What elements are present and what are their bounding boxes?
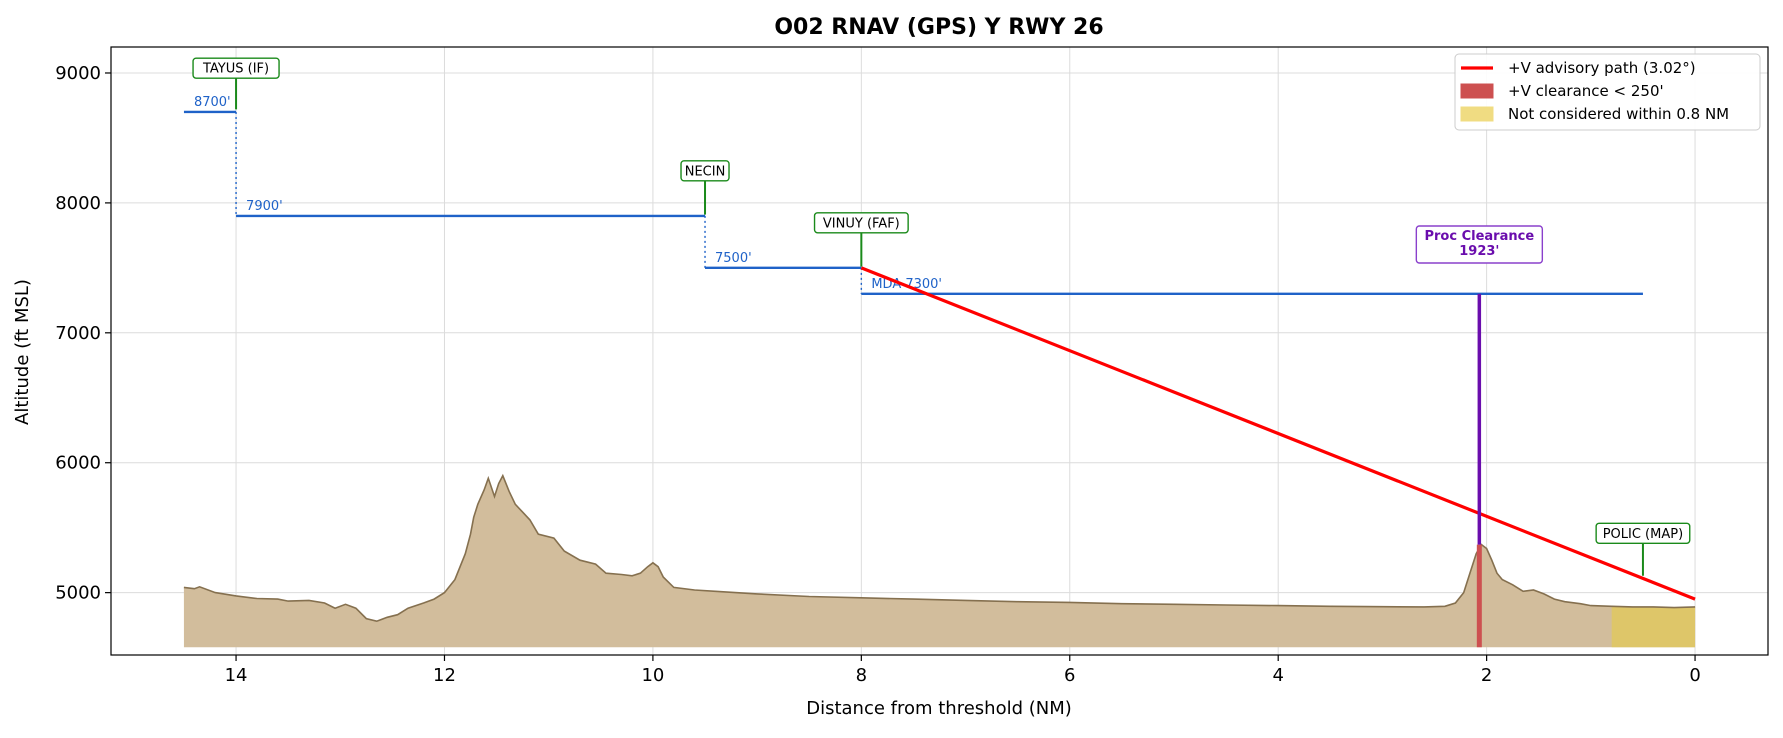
x-tick-label: 4 [1272,665,1283,686]
plot-data: 8700'7900'7500'MDA 7300'Proc Clearance19… [183,57,1696,648]
altitude-step-label: 7900' [246,199,283,214]
x-tick-label: 6 [1064,665,1075,686]
legend-swatch-patch [1460,83,1494,99]
chart-title: O02 RNAV (GPS) Y RWY 26 [774,15,1103,40]
legend-entry-label: +V advisory path (3.02°) [1508,59,1696,77]
waypoint-box [680,160,730,182]
waypoint-box [192,57,280,79]
x-tick-label: 10 [641,665,664,686]
grid [111,47,1768,655]
legend-box [1454,53,1761,131]
waypoint-label: NECIN [685,164,726,179]
x-tick-label: 0 [1689,665,1700,686]
y-tick-label: 5000 [55,583,101,604]
x-tick-label: 8 [856,665,867,686]
waypoint-label: TAYUS (IF) [202,62,269,77]
x-axis-label: Distance from threshold (NM) [806,698,1072,719]
terrain-area [183,475,1696,648]
plot-frame [110,46,1769,656]
altitude-step-label: 8700' [194,95,231,110]
legend: +V advisory path (3.02°) +V clearance < 2… [1454,53,1761,131]
proc-clearance-label: Proc Clearance [1424,229,1534,244]
y-tick-label: 6000 [55,453,101,474]
advisory-path-line [860,266,1696,601]
y-axis-label: Altitude (ft MSL) [12,279,33,425]
proc-clearance-box [1415,225,1544,264]
axis-ticks: 14 12 10 8 6 4 2 0 5000 6000 7000 8000 9000 [55,63,1701,686]
waypoint-box [813,212,909,234]
terrain-profile-line [183,473,1696,623]
x-tick-label: 2 [1481,665,1492,686]
x-tick-label: 14 [225,665,248,686]
altitude-step-label: 7500' [715,251,752,266]
y-tick-label: 8000 [55,193,101,214]
legend-entry-label: Not considered within 0.8 NM [1508,105,1729,123]
legend-entry-label: +V clearance < 250' [1508,82,1664,100]
legend-swatch-patch [1460,106,1494,122]
x-tick-label: 12 [433,665,456,686]
waypoint-box [1595,522,1691,544]
proc-clearance-value: 1923' [1459,244,1499,259]
waypoint-label: POLIC (MAP) [1603,527,1683,542]
not-considered-zone [1611,606,1696,648]
y-tick-label: 9000 [55,63,101,84]
y-tick-label: 7000 [55,323,101,344]
waypoint-label: VINUY (FAF) [823,216,900,231]
